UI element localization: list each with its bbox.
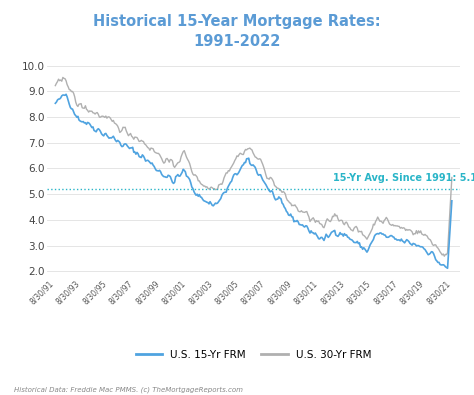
- Text: 1991-2022: 1991-2022: [193, 34, 281, 49]
- Legend: U.S. 15-Yr FRM, U.S. 30-Yr FRM: U.S. 15-Yr FRM, U.S. 30-Yr FRM: [132, 346, 375, 364]
- Text: Historical 15-Year Mortgage Rates:: Historical 15-Year Mortgage Rates:: [93, 14, 381, 29]
- Text: 15-Yr Avg. Since 1991: 5.19%: 15-Yr Avg. Since 1991: 5.19%: [333, 173, 474, 183]
- Text: Historical Data: Freddie Mac PMMS. (c) TheMortgageReports.com: Historical Data: Freddie Mac PMMS. (c) T…: [14, 386, 243, 393]
